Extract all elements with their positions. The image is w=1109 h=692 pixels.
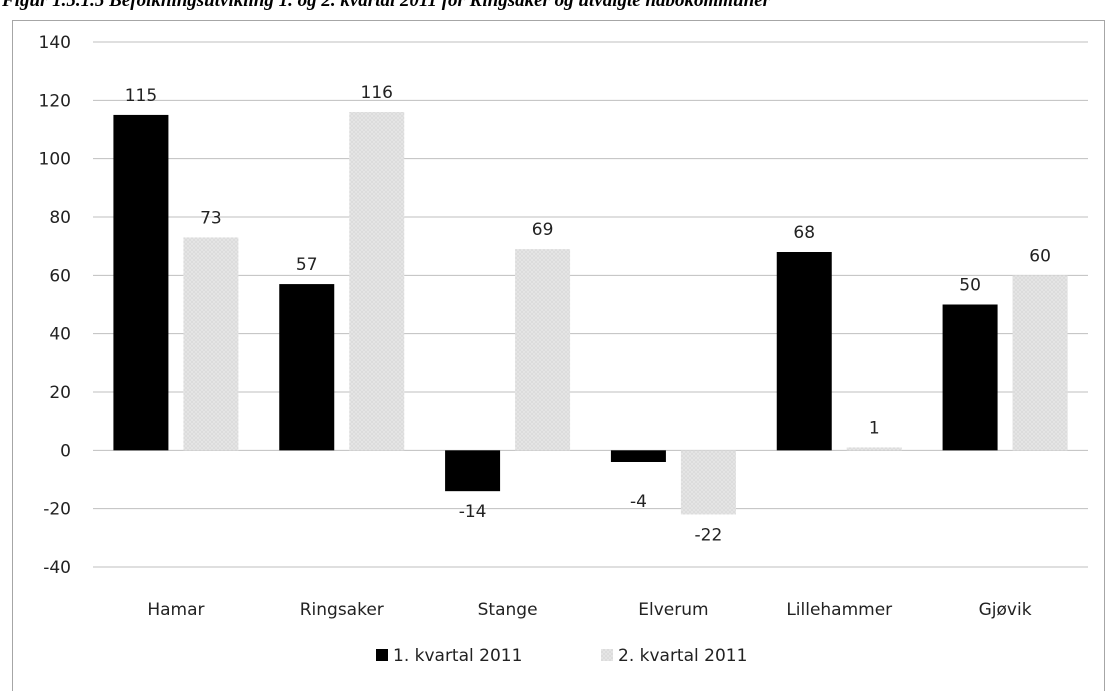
data-label: -4 (630, 492, 647, 512)
legend-label: 1. kvartal 2011 (393, 646, 522, 666)
y-tick-label: 140 (39, 33, 71, 53)
bar-gjøvik-series-2 (1012, 275, 1068, 451)
data-label: 57 (296, 255, 318, 275)
x-axis-category-labels: Hamar Ringsaker Stange Elverum Lillehammer Gj… (147, 600, 1031, 620)
gridlines (93, 41, 1088, 568)
y-tick-label: 120 (39, 91, 71, 111)
legend-swatch (601, 649, 613, 661)
data-label: 116 (361, 83, 393, 103)
y-tick-label: 80 (49, 208, 71, 228)
bar-lillehammer-series-1 (776, 252, 832, 451)
legend: 1. kvartal 2011 2. kvartal 2011 (376, 646, 747, 666)
bar-elverum-series-2 (680, 450, 736, 515)
data-label: 69 (532, 220, 554, 240)
y-axis-tick-labels: -40 -20 0 20 40 60 80 100 120 140 (39, 33, 71, 578)
data-label: -22 (695, 526, 723, 546)
bar-gjøvik-series-1 (942, 304, 998, 451)
x-category-label: Hamar (147, 600, 204, 620)
bar-lillehammer-series-2 (846, 447, 902, 451)
data-label: 50 (959, 276, 981, 296)
y-tick-label: 20 (49, 383, 71, 403)
figure-caption: Figur 1.5.1.5 Befolkningsutvikling 1. og… (2, 0, 771, 11)
x-category-label: Stange (478, 600, 538, 620)
y-tick-label: 0 (60, 441, 71, 461)
bars (113, 112, 1068, 515)
bar-hamar-series-2 (183, 237, 239, 451)
x-category-label: Ringsaker (300, 600, 384, 620)
bar-stange-series-1 (445, 450, 501, 492)
x-category-label: Lillehammer (786, 600, 892, 620)
x-category-label: Gjøvik (979, 600, 1032, 620)
data-label: 68 (793, 223, 815, 243)
bar-elverum-series-1 (610, 450, 666, 462)
y-tick-label: 100 (39, 150, 71, 170)
y-tick-label: 40 (49, 325, 71, 345)
data-labels: 115 73 57 116 -14 69 -4 -22 68 1 50 60 (125, 83, 1051, 546)
legend-label: 2. kvartal 2011 (618, 646, 747, 666)
y-tick-label: -20 (43, 500, 71, 520)
data-label: 73 (200, 208, 222, 228)
y-tick-label: 60 (49, 266, 71, 286)
data-label: 60 (1029, 246, 1051, 266)
y-tick-label: -40 (43, 558, 71, 578)
x-category-label: Elverum (638, 600, 708, 620)
bar-ringsaker-series-2 (349, 112, 405, 451)
legend-swatch (376, 649, 388, 661)
bar-hamar-series-1 (113, 114, 169, 451)
data-label: 115 (125, 86, 157, 106)
chart-frame: -40 -20 0 20 40 60 80 100 120 140 115 73 57 116 -14 69… (12, 20, 1105, 691)
bar-ringsaker-series-1 (279, 284, 335, 451)
data-label: 1 (869, 418, 880, 438)
data-label: -14 (459, 502, 487, 522)
bar-chart: -40 -20 0 20 40 60 80 100 120 140 115 73 57 116 -14 69… (39, 33, 1088, 666)
bar-stange-series-2 (515, 249, 571, 451)
